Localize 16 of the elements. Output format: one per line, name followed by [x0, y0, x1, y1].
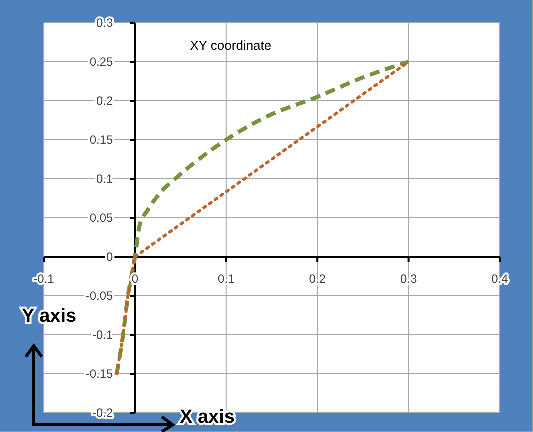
- y-tick-label: -0.15: [86, 367, 114, 381]
- x-tick-label: 0.2: [309, 272, 326, 286]
- y-tick-label: 0.1: [96, 172, 114, 186]
- y-tick-label: -0.1: [92, 328, 114, 342]
- y-tick-label: 0.15: [90, 133, 114, 147]
- x-tick-label: -0.1: [34, 272, 55, 286]
- y-tick-label: 0.2: [96, 94, 114, 108]
- y-tick-label: 0.25: [90, 55, 114, 69]
- x-axis-title: X axis: [180, 407, 235, 428]
- x-tick-label: 0.3: [400, 272, 418, 286]
- y-tick-label: -0.05: [86, 289, 114, 303]
- y-tick-label: 0.05: [90, 211, 114, 225]
- x-tick-label: 0.1: [218, 272, 236, 286]
- x-tick-label: 0.4: [492, 272, 509, 286]
- text: XY coordinate: [190, 38, 272, 53]
- x-tick-label: 0: [132, 272, 139, 286]
